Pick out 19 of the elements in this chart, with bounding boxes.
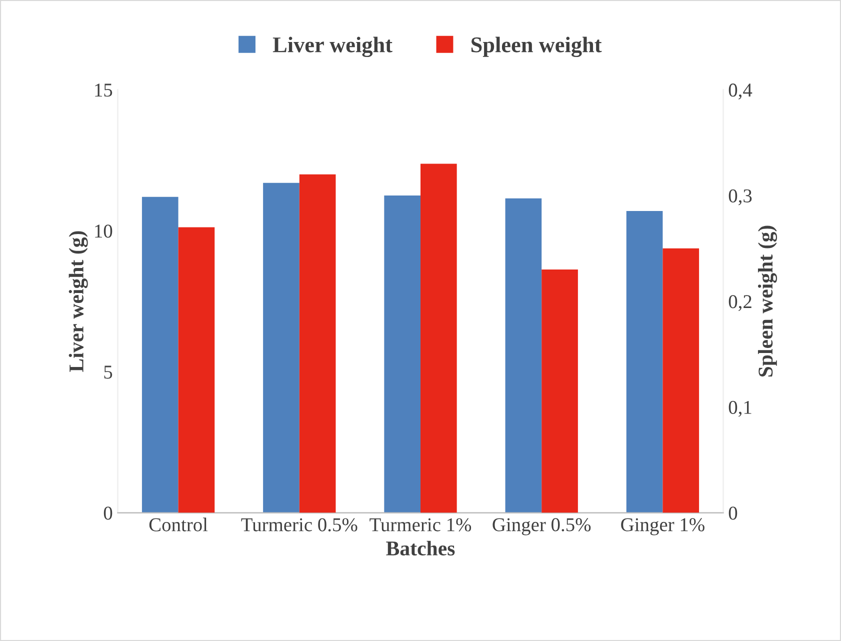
legend-label: Spleen weight [471,36,602,58]
y2-axis-title: Spleen weight (g) [758,226,778,377]
y-tick-label: 0 [104,506,112,520]
y2-tick-label: 0,1 [728,400,752,417]
y2-tick-label: 0,3 [728,189,752,206]
y2-tick-label: 0,2 [728,295,752,312]
x-tick-label: Turmeric 1% [370,518,472,532]
y-tick-label: 15 [95,84,112,97]
x-tick-label: Ginger 0.5% [492,518,591,536]
x-tick-label: Turmeric 0.5% [241,518,358,532]
y-tick-label: 5 [104,366,112,379]
x-axis-title: Batches [386,540,455,556]
y2-tick-label: 0 [728,506,738,520]
x-tick-label: Ginger 1% [621,518,704,536]
y-axis-title: Liver weight (g) [68,231,88,372]
legend-label: Liver weight [272,36,392,58]
y-tick-label: 10 [95,224,112,238]
x-tick-label: Control [149,518,208,532]
y2-tick-label: 0,4 [728,84,752,100]
